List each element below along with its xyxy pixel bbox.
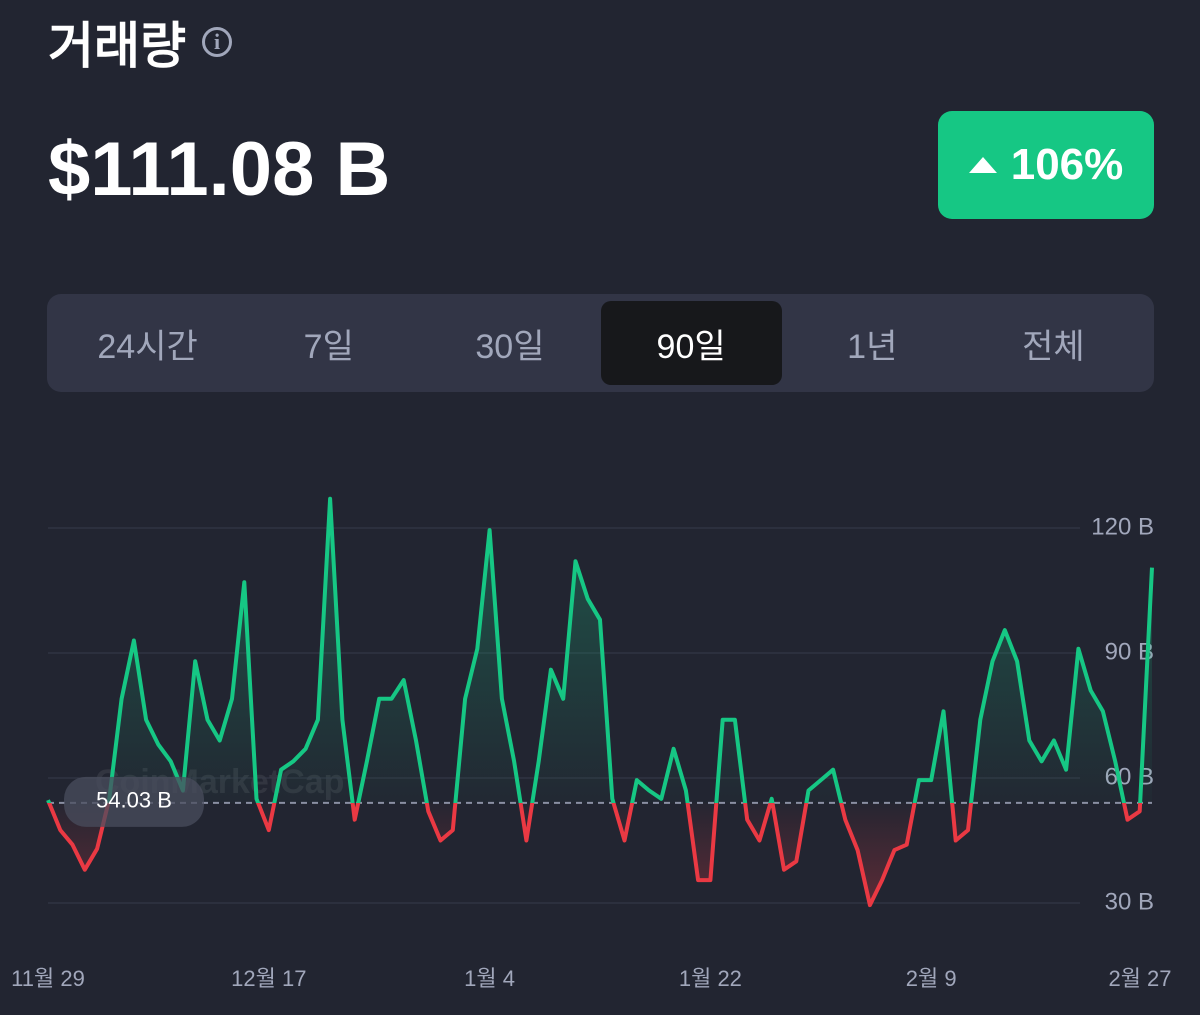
baseline-label: 54.03 B <box>96 788 172 813</box>
range-tab[interactable]: 30일 <box>475 327 545 366</box>
volume-value: $111.08 B <box>48 127 391 212</box>
x-tick-label: 2월 27 <box>1108 966 1171 991</box>
info-icon[interactable]: i <box>202 27 232 57</box>
y-tick-label: 120 B <box>1091 513 1154 540</box>
area-fill <box>48 498 1152 906</box>
x-tick-label: 2월 9 <box>906 966 957 991</box>
range-tab[interactable]: 7일 <box>303 327 354 366</box>
x-tick-label: 1월 22 <box>679 966 742 991</box>
x-tick-label: 11월 29 <box>11 966 85 991</box>
x-tick-label: 12월 17 <box>231 966 306 991</box>
change-value: 106% <box>1010 140 1124 189</box>
range-tab[interactable]: 1년 <box>847 327 898 366</box>
up-arrow <box>968 157 997 173</box>
baseline-pill <box>64 776 204 827</box>
range-tab[interactable]: 24시간 <box>97 327 198 366</box>
range-tab[interactable]: 90일 <box>600 301 782 385</box>
change-badge: 106% <box>938 111 1154 219</box>
range-tabs: 24시간 7일 30일 90일 1년 전체 <box>47 294 1154 392</box>
title-row: 거래량 i <box>48 6 232 78</box>
volume-line <box>46 496 1154 908</box>
title: 거래량 <box>48 18 186 74</box>
y-tick-label: 30 B <box>1105 888 1154 915</box>
x-tick-label: 1월 4 <box>464 966 515 991</box>
range-tab[interactable]: 전체 <box>1022 327 1085 366</box>
